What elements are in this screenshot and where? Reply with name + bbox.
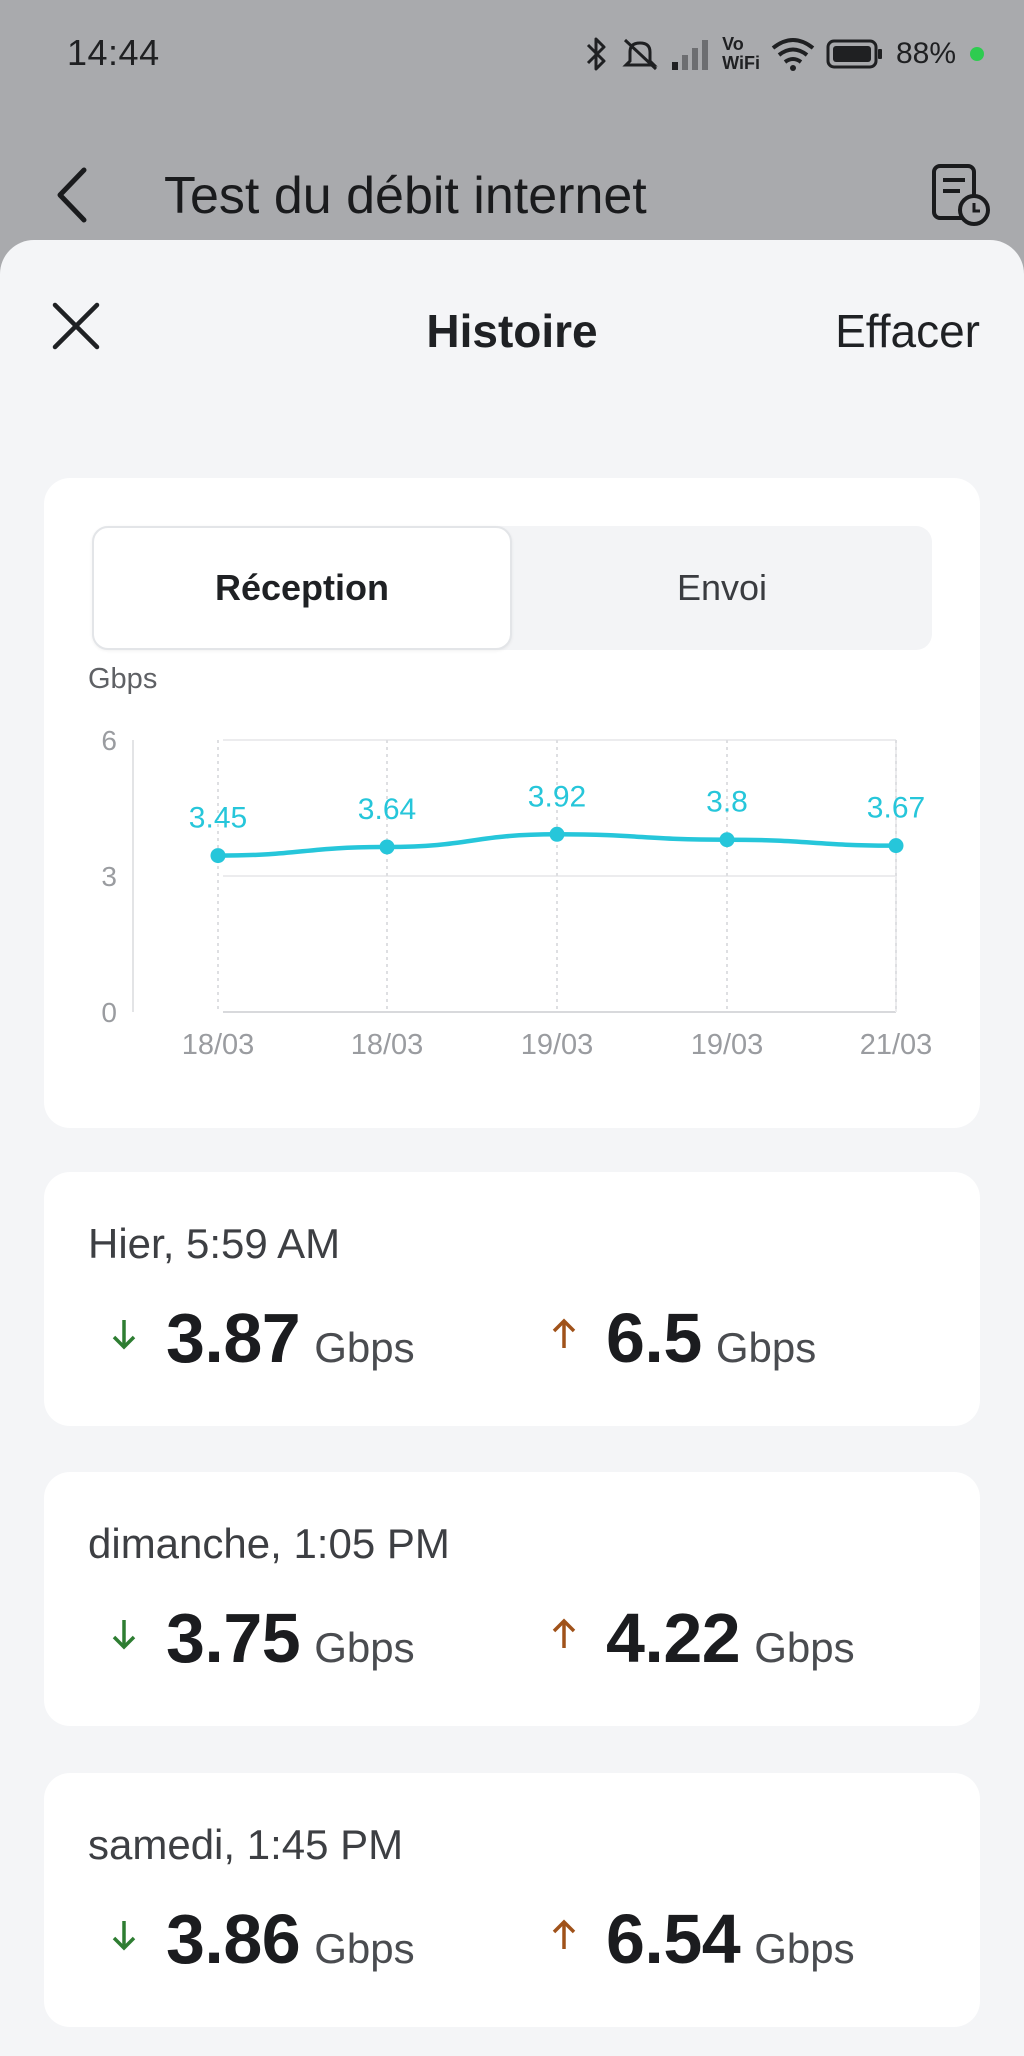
entry-date: samedi, 1:45 PM — [88, 1821, 404, 1868]
download-metric: 3.75 Gbps — [104, 1598, 415, 1678]
download-metric: 3.86 Gbps — [104, 1899, 415, 1979]
close-icon — [50, 300, 102, 357]
data-label: 3.67 — [867, 792, 925, 825]
battery-percent: 88% — [895, 37, 956, 70]
history-sheet: Histoire Effacer Réception Envoi Gbps 0 3 6… — [0, 240, 1024, 2056]
background-page-title: Test du débit internet — [164, 167, 647, 225]
sheet-title: Histoire — [426, 305, 598, 357]
battery-icon — [826, 38, 884, 70]
history-entry[interactable]: dimanche, 1:05 PM 3.75 Gbps 4.22 Gbps — [44, 1472, 980, 1726]
history-document-icon[interactable] — [928, 162, 992, 233]
download-unit: Gbps — [314, 1324, 415, 1371]
vowifi-indicator: Vo WiFi — [722, 35, 760, 73]
data-label: 3.92 — [528, 780, 586, 813]
upload-unit: Gbps — [754, 1624, 855, 1671]
x-tick-label: 18/03 — [351, 1029, 424, 1061]
status-icons: Vo WiFi 88% — [584, 30, 984, 78]
speed-chart-svg: Gbps 0 3 6 18/03 18/03 19/03 19/03 21/03 3.45 3.64… — [88, 663, 933, 1061]
upload-unit: Gbps — [715, 1324, 817, 1371]
entry-date: dimanche, 1:05 PM — [88, 1520, 450, 1567]
upload-arrow-icon — [544, 1915, 584, 1955]
data-label: 3.64 — [358, 793, 416, 826]
download-arrow-icon — [104, 1314, 144, 1354]
download-arrow-icon — [104, 1915, 144, 1955]
data-point — [379, 839, 395, 855]
status-time: 14:44 — [67, 32, 160, 73]
upload-value: 6.54 — [606, 1900, 741, 1978]
entry-date: Hier, 5:59 AM — [88, 1220, 341, 1267]
speed-chart: Gbps 0 3 6 18/03 18/03 19/03 19/03 21/03 3.45 3.64… — [44, 478, 980, 1128]
upload-unit: Gbps — [754, 1925, 855, 1972]
data-point — [549, 826, 565, 842]
x-tick-label: 21/03 — [860, 1029, 933, 1061]
y-tick-label: 3 — [101, 861, 117, 892]
history-entry[interactable]: samedi, 1:45 PM 3.86 Gbps 6.54 Gbps — [44, 1773, 980, 2027]
x-tick-label: 18/03 — [182, 1029, 255, 1061]
data-point — [719, 832, 735, 848]
y-tick-label: 6 — [101, 725, 117, 756]
y-axis-label: Gbps — [88, 663, 157, 695]
vowifi-top: Vo — [722, 34, 744, 54]
upload-arrow-icon — [544, 1614, 584, 1654]
chart-card: Réception Envoi Gbps 0 3 6 18/03 18/03 19/03 19… — [44, 478, 980, 1128]
close-button[interactable] — [46, 298, 106, 358]
y-tick-label: 0 — [101, 997, 117, 1028]
privacy-dot — [970, 47, 984, 61]
download-unit: Gbps — [314, 1624, 415, 1671]
upload-metric: 6.54 Gbps — [544, 1899, 855, 1979]
download-value: 3.87 — [166, 1299, 301, 1377]
download-metric: 3.87 Gbps — [104, 1298, 415, 1378]
download-value: 3.86 — [166, 1900, 301, 1978]
download-value: 3.75 — [166, 1599, 301, 1677]
upload-metric: 6.5 Gbps — [544, 1298, 816, 1378]
upload-value: 4.22 — [606, 1599, 741, 1677]
tab-switcher: Réception Envoi — [92, 526, 932, 650]
upload-arrow-icon — [544, 1314, 584, 1354]
status-bar: 14:44 Vo WiFi 88% — [0, 0, 1024, 108]
download-unit: Gbps — [314, 1925, 415, 1972]
data-point — [210, 848, 226, 864]
tab-reception[interactable]: Réception — [92, 526, 512, 650]
vowifi-bottom: WiFi — [722, 53, 760, 73]
data-label: 3.8 — [706, 786, 748, 819]
mute-icon — [620, 35, 660, 73]
x-tick-label: 19/03 — [521, 1029, 594, 1061]
history-entry[interactable]: Hier, 5:59 AM 3.87 Gbps 6.5 Gbps — [44, 1172, 980, 1426]
data-point — [888, 838, 904, 854]
bluetooth-icon — [584, 35, 610, 73]
back-arrow-icon[interactable] — [50, 164, 94, 231]
clear-button[interactable]: Effacer — [835, 305, 980, 357]
download-arrow-icon — [104, 1614, 144, 1654]
upload-value: 6.5 — [606, 1299, 702, 1377]
data-label: 3.45 — [189, 802, 247, 835]
tab-envoi[interactable]: Envoi — [676, 567, 768, 608]
x-tick-label: 19/03 — [691, 1029, 764, 1061]
signal-icon — [670, 36, 712, 72]
upload-metric: 4.22 Gbps — [544, 1598, 855, 1678]
wifi-icon — [770, 36, 816, 72]
background-header: Test du débit internet — [0, 150, 1024, 240]
